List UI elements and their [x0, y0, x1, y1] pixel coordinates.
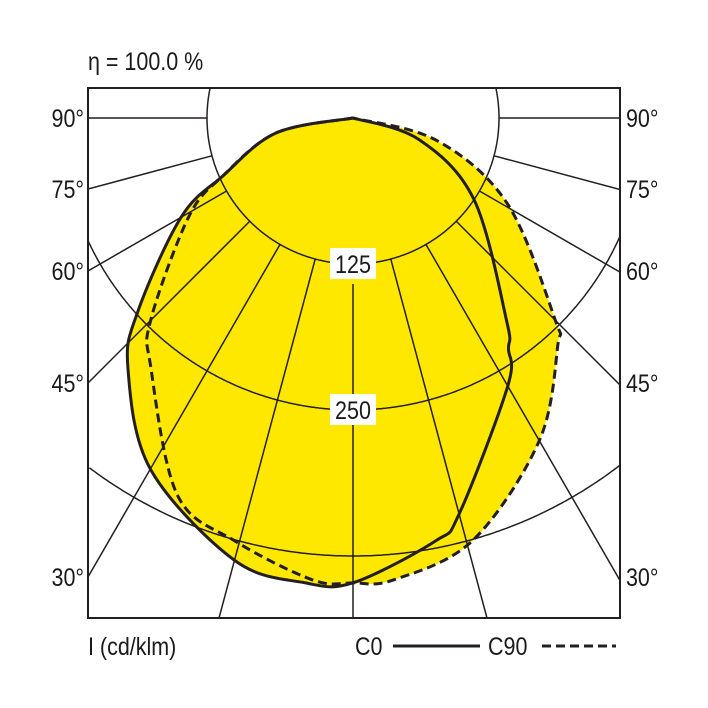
legend-label-c0: C0 — [355, 632, 383, 660]
angle-label-left-45: 45° — [52, 369, 84, 397]
angle-ray-right-45 — [455, 220, 620, 386]
tick-label-bg — [330, 394, 376, 425]
angle-label-left-90: 90° — [52, 104, 84, 132]
radial-gridline-375 — [88, 464, 620, 557]
plot-frame — [87, 87, 621, 619]
angle-label-right-45: 45° — [626, 369, 658, 397]
angle-label-left-75: 75° — [52, 175, 84, 203]
unit-label: I (cd/klm) — [88, 632, 176, 660]
angle-ray-right-30 — [425, 244, 620, 581]
angle-ray-left-30 — [88, 244, 281, 578]
legend-label-c90: C90 — [488, 632, 527, 660]
angle-ray-right-75 — [493, 155, 620, 191]
angle-label-right-90: 90° — [626, 104, 658, 132]
angle-label-left-60: 60° — [52, 257, 84, 285]
angle-ray-left-45 — [88, 220, 251, 384]
radial-tick-label: 125 — [335, 250, 371, 278]
angle-label-right-75: 75° — [626, 175, 658, 203]
angle-ray-left-15 — [218, 258, 316, 618]
series-line-c90 — [145, 116, 563, 586]
angle-label-left-30: 30° — [52, 563, 84, 591]
angle-ray-right-15 — [390, 258, 488, 618]
series-line-c0 — [125, 116, 514, 589]
angle-label-right-30: 30° — [626, 563, 658, 591]
angle-label-right-60: 60° — [626, 257, 658, 285]
chart-title: η = 100.0 % — [88, 47, 203, 75]
tick-label-bg — [330, 248, 376, 279]
angle-ray-left-60 — [88, 190, 227, 272]
angle-ray-left-75 — [88, 155, 213, 190]
angle-ray-right-60 — [479, 190, 620, 273]
radial-tick-label: 250 — [335, 396, 371, 424]
radial-gridline-125 — [206, 88, 500, 265]
